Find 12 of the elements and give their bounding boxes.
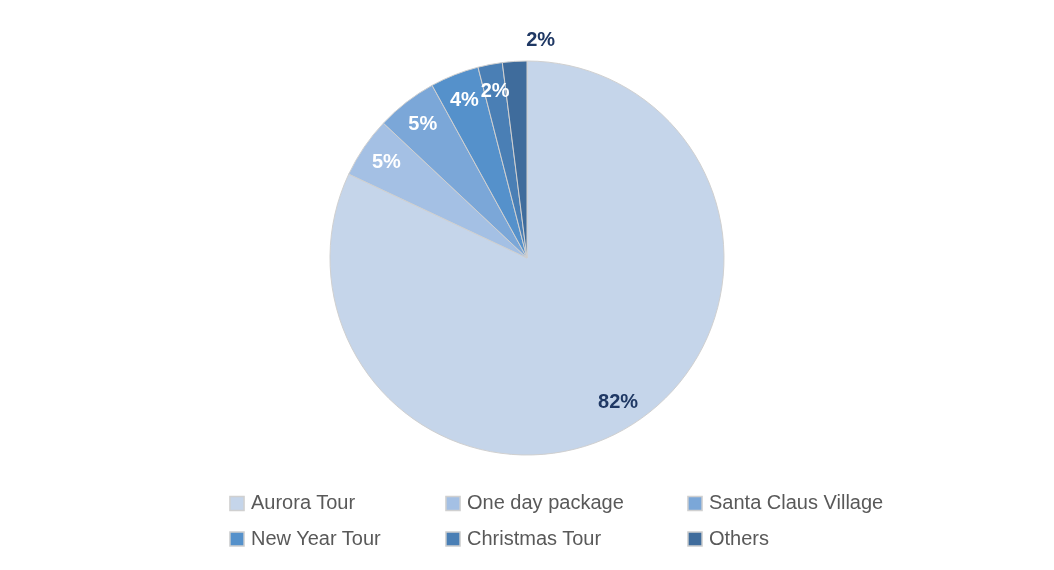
legend-label: Santa Claus Village	[709, 491, 884, 514]
legend-label: Others	[709, 527, 770, 549]
data-label: 4%	[449, 87, 480, 110]
pie-slice	[329, 60, 725, 456]
legend-label: One day package	[467, 491, 624, 514]
data-label: 5%	[371, 150, 402, 173]
legend-label: Aurora Tour	[251, 491, 356, 514]
data-label: 82%	[598, 389, 639, 412]
legend-label: New Year Tour	[251, 527, 382, 549]
legend-label: Christmas Tour	[467, 527, 602, 549]
data-label: 5%	[408, 111, 438, 134]
data-label: 2%	[526, 28, 556, 51]
